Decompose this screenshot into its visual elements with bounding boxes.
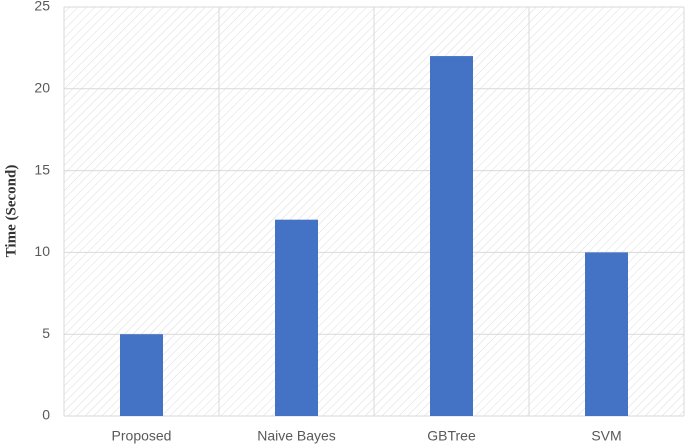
y-tick-label: 0	[42, 407, 50, 423]
bar	[275, 219, 318, 416]
bar	[585, 252, 628, 416]
y-tick-label: 25	[34, 0, 50, 14]
y-tick-label: 20	[34, 80, 50, 96]
y-tick-label: 15	[34, 161, 50, 177]
bar	[120, 334, 163, 416]
x-tick-label: Naive Bayes	[257, 428, 336, 444]
bar	[430, 56, 473, 417]
x-tick-label: Proposed	[112, 428, 172, 444]
x-tick-label: SVM	[591, 428, 621, 444]
y-tick-label: 10	[34, 243, 50, 259]
y-axis-label: Time (Second)	[3, 165, 19, 258]
y-tick-label: 5	[42, 325, 50, 341]
x-tick-label: GBTree	[427, 428, 476, 444]
